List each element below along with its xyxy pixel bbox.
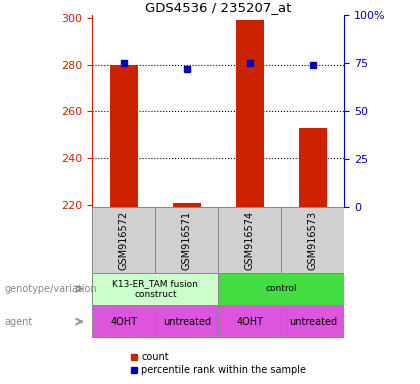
Bar — [281, 207, 344, 273]
Bar — [110, 65, 138, 207]
Text: GSM916572: GSM916572 — [119, 210, 129, 270]
Title: GDS4536 / 235207_at: GDS4536 / 235207_at — [145, 1, 291, 14]
Bar — [218, 305, 281, 338]
Text: GSM916574: GSM916574 — [245, 210, 255, 270]
Bar — [92, 273, 218, 305]
Text: untreated: untreated — [163, 316, 211, 327]
Text: agent: agent — [4, 316, 32, 327]
Text: control: control — [265, 285, 297, 293]
Bar — [92, 305, 155, 338]
Bar — [173, 203, 201, 207]
Bar — [218, 207, 281, 273]
Bar — [218, 273, 344, 305]
Bar — [155, 305, 218, 338]
Legend: count, percentile rank within the sample: count, percentile rank within the sample — [127, 348, 310, 379]
Text: untreated: untreated — [289, 316, 337, 327]
Text: 4OHT: 4OHT — [236, 316, 263, 327]
Text: GSM916571: GSM916571 — [182, 210, 192, 270]
Bar — [236, 20, 264, 207]
Bar — [281, 305, 344, 338]
Text: genotype/variation: genotype/variation — [4, 284, 97, 294]
Bar — [155, 207, 218, 273]
Bar — [92, 207, 155, 273]
Text: K13-ER_TAM fusion
construct: K13-ER_TAM fusion construct — [113, 279, 198, 299]
Bar — [299, 128, 327, 207]
Text: GSM916573: GSM916573 — [308, 210, 318, 270]
Text: 4OHT: 4OHT — [110, 316, 137, 327]
